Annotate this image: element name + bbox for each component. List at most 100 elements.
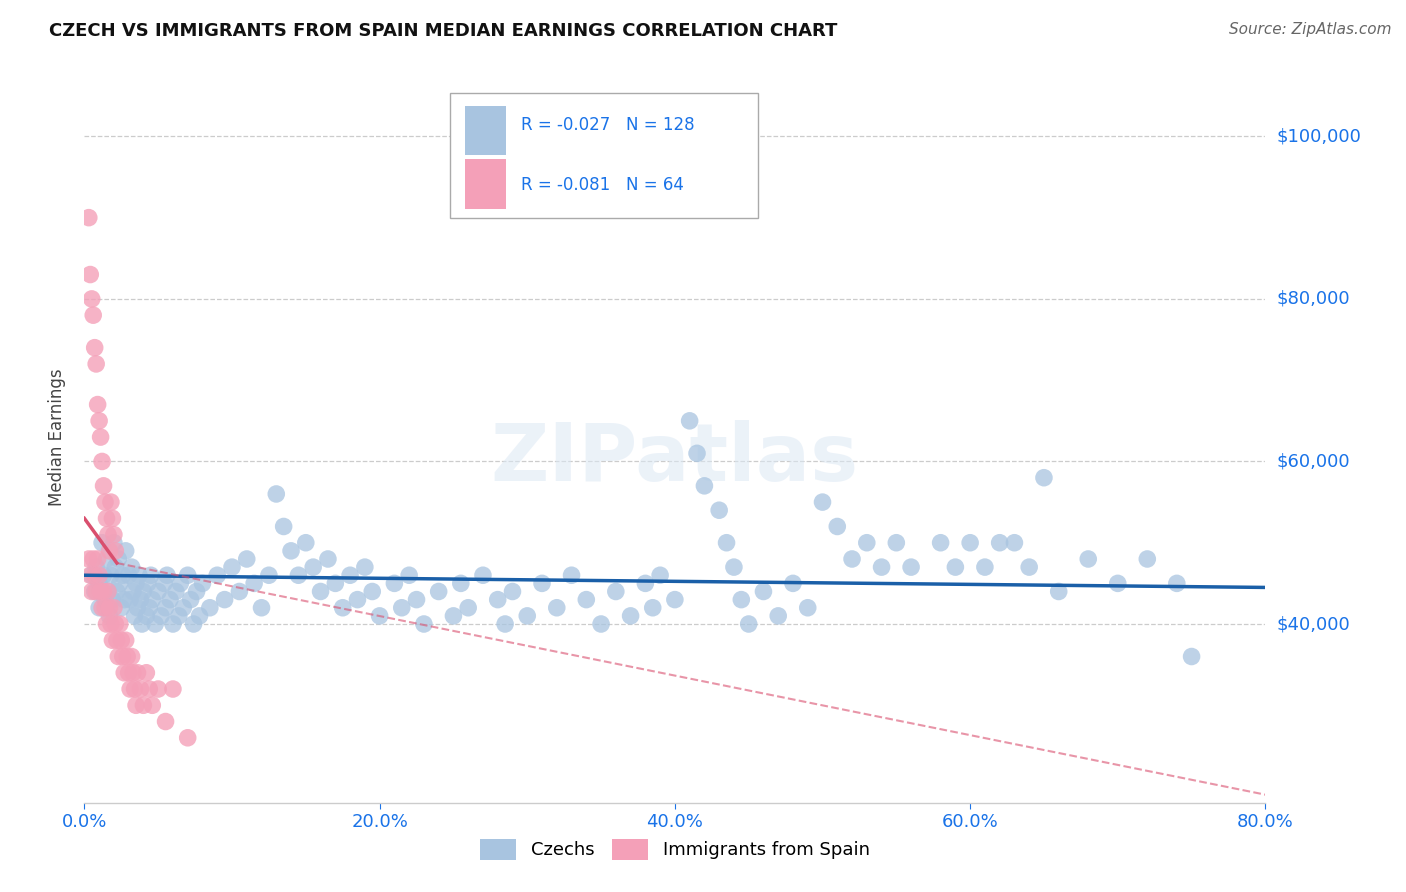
Czechs — [124, 608, 146, 623]
Immigrants from Spain — [100, 617, 122, 632]
Immigrants from Spain — [83, 341, 105, 355]
Czechs — [316, 552, 339, 566]
Czechs — [457, 600, 479, 615]
Immigrants from Spain — [79, 268, 101, 282]
Czechs — [91, 535, 114, 549]
Czechs — [354, 560, 377, 574]
Czechs — [591, 617, 613, 632]
Czechs — [1181, 649, 1204, 664]
Legend: Czechs, Immigrants from Spain: Czechs, Immigrants from Spain — [472, 831, 877, 867]
Czechs — [450, 576, 472, 591]
Immigrants from Spain — [115, 649, 138, 664]
Czechs — [768, 608, 790, 623]
Czechs — [108, 576, 131, 591]
Czechs — [104, 560, 127, 574]
Immigrants from Spain — [100, 495, 122, 509]
Immigrants from Spain — [86, 398, 108, 412]
Czechs — [1077, 552, 1099, 566]
Immigrants from Spain — [87, 414, 111, 428]
Czechs — [325, 576, 347, 591]
Czechs — [143, 617, 166, 632]
Czechs — [443, 608, 465, 623]
Czechs — [167, 608, 190, 623]
Czechs — [97, 584, 120, 599]
Immigrants from Spain — [118, 665, 141, 680]
Czechs — [156, 568, 179, 582]
Czechs — [266, 487, 288, 501]
Czechs — [120, 592, 142, 607]
Text: R = -0.027   N = 128: R = -0.027 N = 128 — [522, 116, 695, 134]
Czechs — [122, 584, 145, 599]
Czechs — [155, 600, 177, 615]
Immigrants from Spain — [122, 665, 145, 680]
Czechs — [709, 503, 731, 517]
Czechs — [100, 568, 122, 582]
Czechs — [811, 495, 834, 509]
Czechs — [339, 568, 361, 582]
Czechs — [929, 535, 952, 549]
Immigrants from Spain — [124, 681, 146, 696]
Bar — [464, 159, 506, 209]
Czechs — [516, 608, 538, 623]
Czechs — [1033, 471, 1056, 485]
Czechs — [84, 560, 107, 574]
Czechs — [856, 535, 879, 549]
Czechs — [988, 535, 1011, 549]
Immigrants from Spain — [84, 357, 107, 371]
Immigrants from Spain — [80, 292, 103, 306]
Immigrants from Spain — [82, 308, 104, 322]
Text: $100,000: $100,000 — [1277, 128, 1361, 145]
Immigrants from Spain — [84, 584, 107, 599]
Czechs — [80, 568, 103, 582]
Czechs — [111, 568, 134, 582]
Czechs — [361, 584, 384, 599]
Czechs — [782, 576, 804, 591]
Immigrants from Spain — [98, 544, 121, 558]
Czechs — [664, 592, 686, 607]
Czechs — [959, 535, 981, 549]
Czechs — [1166, 576, 1188, 591]
Immigrants from Spain — [114, 633, 136, 648]
Czechs — [398, 568, 420, 582]
Czechs — [382, 576, 406, 591]
Czechs — [716, 535, 738, 549]
Czechs — [103, 535, 125, 549]
Czechs — [945, 560, 967, 574]
Czechs — [198, 600, 221, 615]
Czechs — [257, 568, 280, 582]
Czechs — [797, 600, 820, 615]
Immigrants from Spain — [141, 698, 163, 713]
Czechs — [280, 544, 302, 558]
Czechs — [827, 519, 849, 533]
Czechs — [1018, 560, 1040, 574]
Immigrants from Spain — [97, 584, 120, 599]
Immigrants from Spain — [125, 698, 148, 713]
Immigrants from Spain — [77, 552, 100, 566]
Czechs — [346, 592, 368, 607]
Czechs — [841, 552, 863, 566]
Czechs — [634, 576, 657, 591]
Immigrants from Spain — [79, 568, 101, 582]
Czechs — [723, 560, 745, 574]
Czechs — [391, 600, 413, 615]
Czechs — [1047, 584, 1070, 599]
Czechs — [686, 446, 709, 460]
Czechs — [1004, 535, 1026, 549]
Immigrants from Spain — [103, 600, 125, 615]
Immigrants from Spain — [93, 584, 115, 599]
Text: $40,000: $40,000 — [1277, 615, 1350, 633]
Czechs — [228, 584, 250, 599]
Czechs — [138, 600, 160, 615]
Immigrants from Spain — [121, 649, 143, 664]
Immigrants from Spain — [101, 633, 124, 648]
Immigrants from Spain — [127, 665, 149, 680]
Immigrants from Spain — [91, 454, 114, 468]
Czechs — [214, 592, 236, 607]
Czechs — [180, 592, 202, 607]
Czechs — [870, 560, 893, 574]
Czechs — [501, 584, 523, 599]
Czechs — [105, 584, 128, 599]
Czechs — [693, 479, 716, 493]
Czechs — [129, 592, 152, 607]
Immigrants from Spain — [82, 552, 104, 566]
